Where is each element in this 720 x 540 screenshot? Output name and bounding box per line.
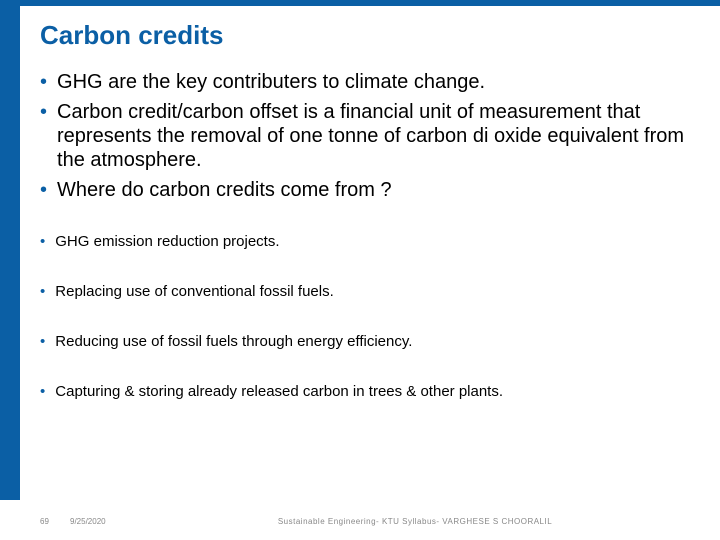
bullet-dot-icon: •	[40, 70, 47, 94]
slide-title: Carbon credits	[40, 20, 224, 51]
bullet-text: GHG emission reduction projects.	[55, 232, 279, 252]
bullet-dot-icon: •	[40, 282, 45, 302]
bullet-item: • Capturing & storing already released c…	[40, 382, 690, 402]
bullet-item: • Carbon credit/carbon offset is a finan…	[40, 100, 690, 172]
bullet-dot-icon: •	[40, 100, 47, 124]
slide: Carbon credits • GHG are the key contrib…	[0, 0, 720, 540]
bullet-text: Capturing & storing already released car…	[55, 382, 503, 402]
slide-content: • GHG are the key contributers to climat…	[40, 70, 690, 402]
bullet-item: • Reducing use of fossil fuels through e…	[40, 332, 690, 352]
bullet-dot-icon: •	[40, 178, 47, 202]
bullet-text: Reducing use of fossil fuels through ene…	[55, 332, 412, 352]
bullet-item: • GHG emission reduction projects.	[40, 232, 690, 252]
bullet-text: GHG are the key contributers to climate …	[57, 70, 485, 94]
footer-text: Sustainable Engineering- KTU Syllabus- V…	[140, 517, 690, 526]
top-accent-bar	[0, 0, 720, 6]
footer-date: 9/25/2020	[70, 517, 140, 526]
bullet-item: • Where do carbon credits come from ?	[40, 178, 690, 202]
bullet-dot-icon: •	[40, 332, 45, 352]
bullet-text: Where do carbon credits come from ?	[57, 178, 392, 202]
bullet-item: • GHG are the key contributers to climat…	[40, 70, 690, 94]
bullet-text: Replacing use of conventional fossil fue…	[55, 282, 334, 302]
bullet-text: Carbon credit/carbon offset is a financi…	[57, 100, 690, 172]
slide-footer: 69 9/25/2020 Sustainable Engineering- KT…	[40, 517, 690, 526]
side-accent-bar	[0, 6, 20, 500]
bullet-item: • Replacing use of conventional fossil f…	[40, 282, 690, 302]
bullet-dot-icon: •	[40, 232, 45, 252]
page-number: 69	[40, 517, 70, 526]
bullet-dot-icon: •	[40, 382, 45, 402]
